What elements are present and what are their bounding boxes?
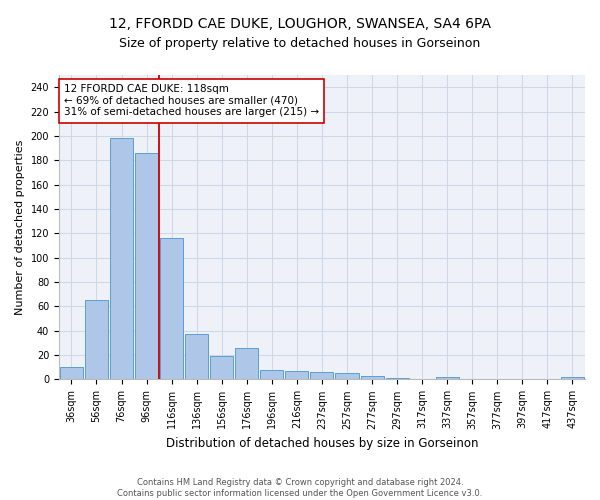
Bar bbox=[210, 356, 233, 380]
Text: Size of property relative to detached houses in Gorseinon: Size of property relative to detached ho… bbox=[119, 38, 481, 51]
Bar bbox=[361, 376, 383, 380]
Bar bbox=[60, 368, 83, 380]
X-axis label: Distribution of detached houses by size in Gorseinon: Distribution of detached houses by size … bbox=[166, 437, 478, 450]
Bar bbox=[286, 371, 308, 380]
Bar bbox=[110, 138, 133, 380]
Text: 12 FFORDD CAE DUKE: 118sqm
← 69% of detached houses are smaller (470)
31% of sem: 12 FFORDD CAE DUKE: 118sqm ← 69% of deta… bbox=[64, 84, 319, 117]
Bar bbox=[135, 153, 158, 380]
Bar bbox=[310, 372, 334, 380]
Bar bbox=[436, 377, 459, 380]
Y-axis label: Number of detached properties: Number of detached properties bbox=[15, 140, 25, 315]
Bar bbox=[561, 377, 584, 380]
Bar bbox=[185, 334, 208, 380]
Bar bbox=[235, 348, 259, 380]
Bar bbox=[386, 378, 409, 380]
Bar bbox=[85, 300, 108, 380]
Bar bbox=[335, 374, 359, 380]
Bar bbox=[260, 370, 283, 380]
Text: 12, FFORDD CAE DUKE, LOUGHOR, SWANSEA, SA4 6PA: 12, FFORDD CAE DUKE, LOUGHOR, SWANSEA, S… bbox=[109, 18, 491, 32]
Text: Contains HM Land Registry data © Crown copyright and database right 2024.
Contai: Contains HM Land Registry data © Crown c… bbox=[118, 478, 482, 498]
Bar bbox=[160, 238, 183, 380]
